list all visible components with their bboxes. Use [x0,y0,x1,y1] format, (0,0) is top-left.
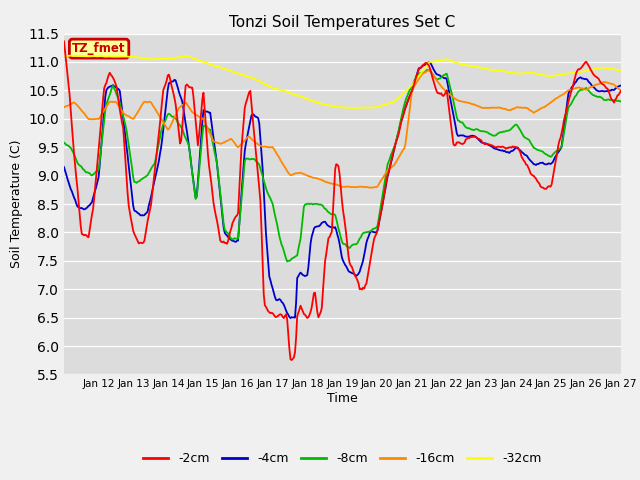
X-axis label: Time: Time [327,392,358,405]
Title: Tonzi Soil Temperatures Set C: Tonzi Soil Temperatures Set C [229,15,456,30]
Text: TZ_fmet: TZ_fmet [72,42,126,55]
Legend: -2cm, -4cm, -8cm, -16cm, -32cm: -2cm, -4cm, -8cm, -16cm, -32cm [138,447,547,470]
Y-axis label: Soil Temperature (C): Soil Temperature (C) [10,140,22,268]
